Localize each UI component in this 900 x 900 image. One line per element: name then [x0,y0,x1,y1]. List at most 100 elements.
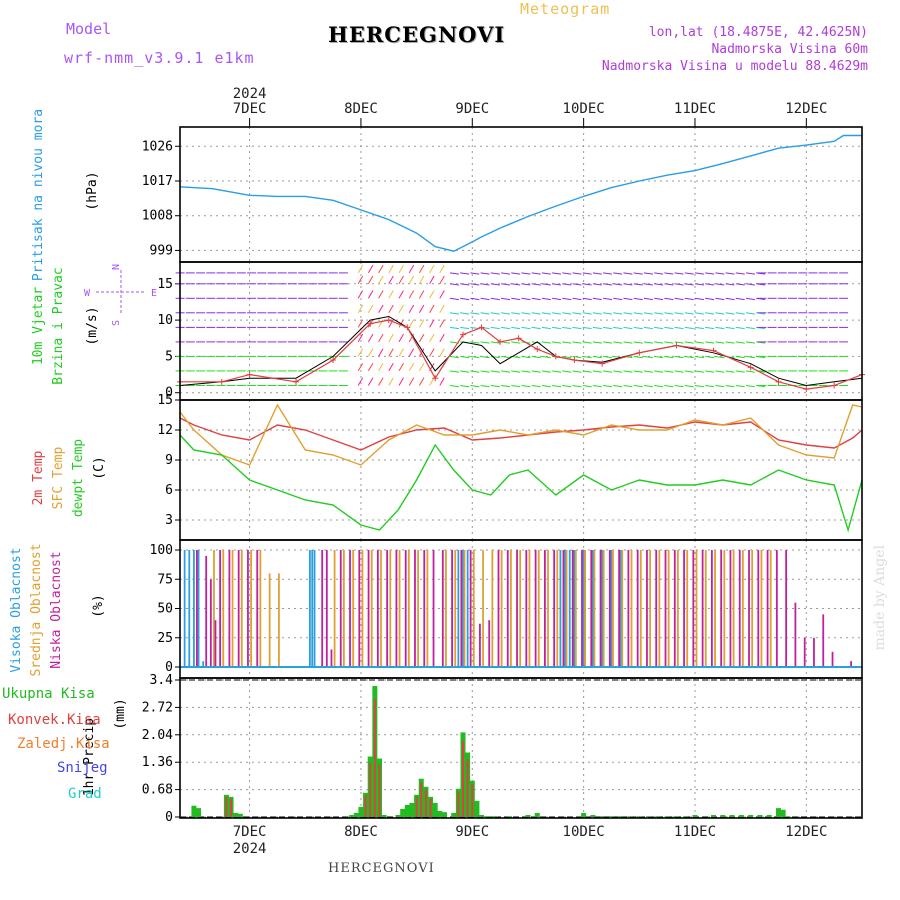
wind-arrow [633,355,643,359]
precip-total-bar [479,814,485,817]
precip-tick-label: 1.36 [142,755,173,770]
wind-arrow [654,272,664,275]
precip-legend-3: Snijeg [57,760,108,776]
wind-arrow [735,385,745,388]
wind-arrow [552,385,562,388]
precip-total-bar [646,816,652,817]
wind-arrow [552,370,562,373]
pressure-tick-label: 1017 [142,174,173,189]
wind-gust-marker [246,371,253,378]
wind-arrow [378,290,384,299]
wind-arrow [357,377,364,386]
cloud-tick-label: 100 [150,543,173,558]
wind-arrow [541,283,551,286]
wind-arrow [521,355,531,359]
wind-arrow [572,297,582,301]
wind-arrow [664,385,674,388]
precip-tick-label: 3.4 [150,673,174,688]
wind-arrow [480,355,490,359]
wind-arrow [603,370,613,373]
wind-arrow [623,272,633,275]
wind-arrow [633,272,643,275]
wind-arrow [439,290,445,299]
wind-arrow [429,319,435,328]
wind-arrow [582,385,592,388]
wind-arrow [521,385,531,388]
wind-arrow [490,312,500,315]
wind-speed-line [179,315,863,387]
wind-arrow [694,341,704,344]
wind-arrow [745,326,755,330]
cloud-tick-label: 50 [157,602,173,617]
precip-tick-label: 2.04 [142,728,173,743]
wind-arrow [572,283,582,286]
wind-arrow [654,297,664,301]
temp-tick-label: 12 [157,423,173,438]
wind-arrow [541,272,551,275]
wind-arrow [357,290,364,299]
wind-arrow [745,312,755,315]
wind-arrow [378,333,384,343]
precip-total-bar [404,804,410,817]
precip-total-bar [191,805,197,817]
wind-arrow [521,326,531,330]
wind-arrow [552,312,562,315]
lonlat-text: lon,lat (18.4875E, 42.4625N) [648,25,868,40]
wind-arrow [449,385,459,388]
wind-arrow [572,341,582,344]
cloud-tick-label: 0 [165,660,173,675]
wind-arrow [521,283,531,286]
precip-total-bar [525,814,531,817]
model-name: wrf-nmm_v3.9.1 e1km [64,49,255,67]
wind-arrow [439,275,445,285]
wind-arrow [694,283,704,286]
wind-arrow [674,326,684,330]
precip-total-bar [488,816,494,817]
wind-arrow [531,370,541,373]
wind-arrow [378,275,384,285]
day-label-bottom: 8DEC [344,824,378,840]
wind-arrow [511,341,521,344]
wind-arrow [562,312,572,315]
wind-arrow [674,297,684,301]
wind-arrow [623,312,633,315]
model-elevation-text: Nadmorska Visina u modelu 88.4629m [601,59,868,74]
precip-total-bar [441,812,447,817]
day-label-bottom: 9DEC [455,824,489,840]
wind-arrow [501,370,511,373]
station-title: HERCEGNOVI [328,22,506,47]
year-label-top: 2024 [233,86,267,102]
wind-arrow [378,264,384,274]
precip-total-bar [506,816,512,817]
wind-arrow [470,297,480,301]
wind-arrow [664,312,674,315]
wind-arrow [592,326,602,330]
wind-arrow [705,283,715,286]
wind-arrow [735,297,745,301]
wind-arrow [745,341,755,344]
wind-tick-label: 10 [157,313,173,328]
day-label-bottom: 12DEC [785,824,827,840]
wind-arrow [633,341,643,344]
wind-arrow [408,377,415,386]
wind-arrow [449,370,459,373]
pressure-tick-label: 1008 [142,209,173,224]
wind-arrow [429,333,435,343]
temp-tick-label: 6 [165,483,173,498]
wind-arrow [705,326,715,330]
wind-arrow [429,275,435,285]
model-label: Model [66,20,112,38]
wind-arrow [470,370,480,373]
wind-arrow [418,377,425,386]
wind-gust-marker [673,342,680,349]
wind-arrow [367,348,374,357]
wind-arrow [654,283,664,286]
precip-total-bar [492,816,498,817]
wind-arrow [582,341,592,344]
wind-arrow [408,264,415,274]
wind-gust-marker [478,324,485,331]
wind-arrow [562,355,572,359]
wind-arrow [582,370,592,373]
precip-total-bar [627,816,633,817]
precip-conv-bar [457,791,460,817]
